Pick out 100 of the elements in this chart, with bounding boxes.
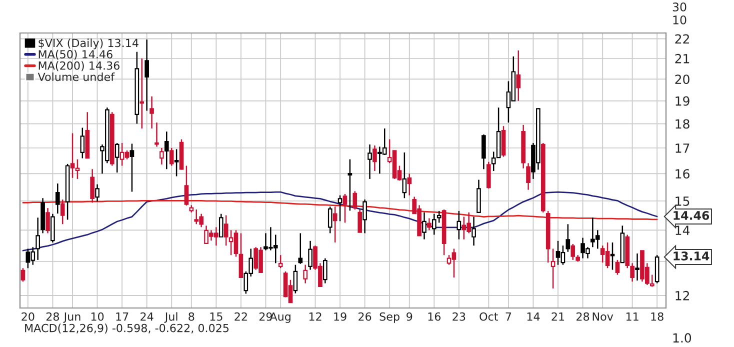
candlestick [328, 206, 332, 234]
x-tick-label: 10 [91, 312, 104, 321]
candlestick [615, 259, 620, 276]
x-tick-label: 16 [428, 312, 441, 321]
candlestick [436, 210, 442, 224]
text: 1.0 [673, 333, 692, 343]
candlestick [635, 252, 640, 282]
candlestick [303, 264, 308, 284]
candlestick [55, 182, 60, 214]
candlestick [174, 148, 179, 177]
x-tick-label: 19 [334, 312, 346, 321]
x-tick-label: 7 [506, 312, 512, 321]
candlestick [130, 143, 134, 192]
candlestick [293, 264, 298, 294]
x-tick-label: 12 [309, 312, 322, 321]
candlestick [630, 262, 634, 282]
candlestick [368, 144, 372, 180]
x-tick-label: Jul [164, 312, 178, 323]
candlestick [278, 254, 283, 269]
x-tick-label: 17 [116, 312, 128, 321]
candlestick [160, 147, 164, 166]
candlestick [566, 224, 570, 253]
candlestick [144, 38, 149, 112]
x-tick-label: Jun [63, 312, 80, 323]
candlestick [422, 212, 426, 240]
candlestick [358, 208, 362, 233]
candlestick [154, 122, 159, 148]
candlestick [476, 179, 481, 214]
candlestick [348, 158, 352, 212]
legend-label: $VIX (Daily) 13.14 [38, 38, 138, 50]
candlestick [60, 198, 65, 225]
y-tick-label: 17 [676, 144, 690, 153]
candlestick [432, 213, 436, 236]
candlestick [164, 130, 169, 170]
y-tick-label: 16 [676, 169, 690, 179]
text: 10 [673, 15, 686, 24]
candlestick [169, 147, 174, 166]
x-tick-label: 14 [527, 312, 540, 321]
candlestick [238, 232, 244, 278]
candlestick [342, 193, 348, 224]
candlestick [427, 218, 432, 231]
candlestick [140, 58, 144, 130]
legend-label: MA(50) 14.46 [38, 50, 112, 60]
x-tick-label: 8 [188, 312, 194, 321]
y-tick-label: 19 [676, 96, 690, 106]
candlestick [610, 242, 615, 270]
x-tick-label: 9 [406, 312, 412, 321]
x-tick-label: 18 [651, 312, 664, 321]
candlestick [472, 216, 476, 246]
text: 30 [672, 2, 686, 12]
candlestick [456, 210, 462, 240]
y-tick-label: 12 [676, 290, 689, 300]
candlestick [526, 162, 530, 190]
candlestick [308, 240, 312, 270]
candlestick [298, 232, 303, 264]
candlestick [90, 168, 94, 204]
candlestick [486, 161, 491, 190]
x-tick-label: 28 [46, 312, 60, 321]
candlestick [352, 190, 358, 210]
x-tick-label: 11 [626, 312, 638, 321]
y-tick-label: 18 [676, 119, 690, 129]
candlestick [150, 96, 154, 130]
y-tick-label: 14 [676, 226, 690, 235]
candlestick [407, 172, 412, 196]
y-tick-label: 22 [675, 34, 689, 44]
candlestick [323, 258, 328, 284]
y-tick-label: 20 [675, 74, 690, 84]
candlestick [482, 134, 486, 170]
candlestick [402, 152, 407, 199]
y-tick-label: 21 [675, 54, 690, 64]
candlestick [570, 243, 576, 261]
candlestick [46, 207, 50, 234]
candlestick [338, 194, 342, 222]
y-tick-label: 15 [676, 196, 690, 206]
candlestick [20, 268, 26, 282]
x-tick-label: 15 [210, 312, 222, 321]
annotation: 13.14 [674, 252, 710, 260]
candlestick [516, 50, 521, 102]
x-tick-label: 21 [552, 312, 564, 321]
x-tick-label: 24 [140, 312, 154, 321]
annotation: 14.46 [674, 210, 710, 220]
candlestick [80, 127, 85, 159]
candlestick [372, 144, 377, 172]
candlestick [50, 213, 55, 244]
candlestick [550, 248, 556, 290]
candlestick [36, 217, 40, 261]
x-tick-label: Sep [380, 312, 400, 323]
candlestick [184, 165, 189, 206]
x-tick-label: 22 [234, 312, 247, 321]
candlestick [362, 198, 367, 234]
candlestick [95, 184, 100, 202]
candlestick [218, 213, 224, 238]
x-tick-label: 28 [576, 312, 590, 321]
x-tick-label: 20 [22, 312, 34, 321]
annotation: Volume undef [38, 72, 115, 82]
x-tick-label: 26 [358, 312, 372, 321]
text: MACD(12,26,9) -0.598, -0.622, 0.025 [25, 324, 229, 334]
x-tick-label: Oct [480, 312, 498, 321]
candlestick [332, 206, 338, 244]
x-tick-label: 23 [452, 312, 466, 321]
